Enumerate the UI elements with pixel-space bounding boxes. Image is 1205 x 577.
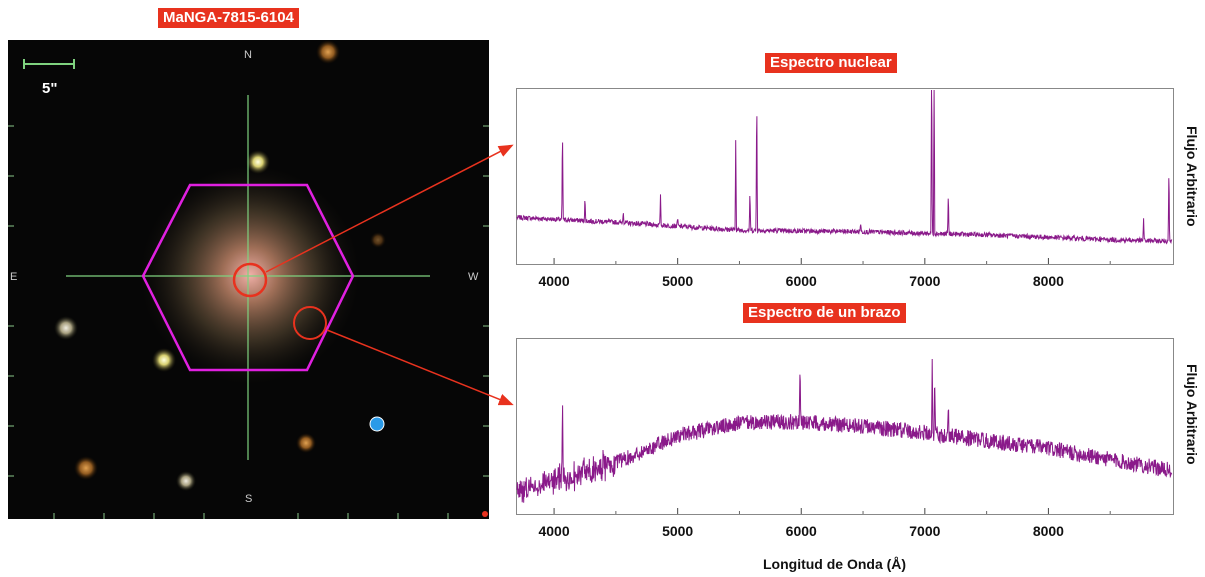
galaxy-image: 5" N S E W xyxy=(8,40,489,519)
compass-east: E xyxy=(10,271,17,283)
x-tick-label: 6000 xyxy=(786,273,817,289)
x-tick-label: 7000 xyxy=(909,523,940,539)
x-axis-label: Longitud de Onda (Å) xyxy=(763,556,907,572)
galaxy-image-svg: 5" N S E W xyxy=(8,40,489,519)
nucleus-marker xyxy=(232,262,268,298)
star xyxy=(74,456,98,480)
compass-west: W xyxy=(468,271,479,283)
spectrum-line xyxy=(516,89,1173,245)
compass-south: S xyxy=(245,493,252,505)
arm-ylabel: Flujo Arbitrario xyxy=(1184,364,1200,465)
arm-spectrum-chart: 4000 5000 6000 7000 8000 xyxy=(516,338,1174,539)
star xyxy=(152,348,176,372)
galaxy-glow xyxy=(140,165,360,385)
x-tick-label: 5000 xyxy=(662,273,693,289)
arm-marker xyxy=(293,306,327,340)
arm-spectrum-title: Espectro de un brazo xyxy=(743,303,906,323)
plot-frame xyxy=(516,338,1174,515)
x-tick-label: 6000 xyxy=(786,523,817,539)
x-tick-label: 5000 xyxy=(662,523,693,539)
spectrum-line xyxy=(516,358,1173,503)
x-tick-label: 7000 xyxy=(909,273,940,289)
x-tick-label: 4000 xyxy=(538,523,569,539)
nuclear-spectrum-chart: 4000 5000 6000 7000 8000 xyxy=(516,88,1174,289)
x-tick-label: 8000 xyxy=(1033,273,1064,289)
star xyxy=(176,471,196,491)
galaxy-title: MaNGA-7815-6104 xyxy=(158,8,299,28)
compass-north: N xyxy=(244,49,252,61)
blue-dot xyxy=(369,416,385,432)
x-tick-label: 8000 xyxy=(1033,523,1064,539)
x-tick-label: 4000 xyxy=(538,273,569,289)
star xyxy=(246,150,270,174)
scale-label: 5" xyxy=(42,80,57,97)
star xyxy=(370,232,386,248)
star xyxy=(54,316,78,340)
nuclear-spectrum-title: Espectro nuclear xyxy=(765,53,897,73)
star xyxy=(296,433,316,453)
red-dot xyxy=(482,511,488,517)
nuclear-ylabel: Flujo Arbitrario xyxy=(1184,126,1200,227)
star xyxy=(316,40,340,64)
